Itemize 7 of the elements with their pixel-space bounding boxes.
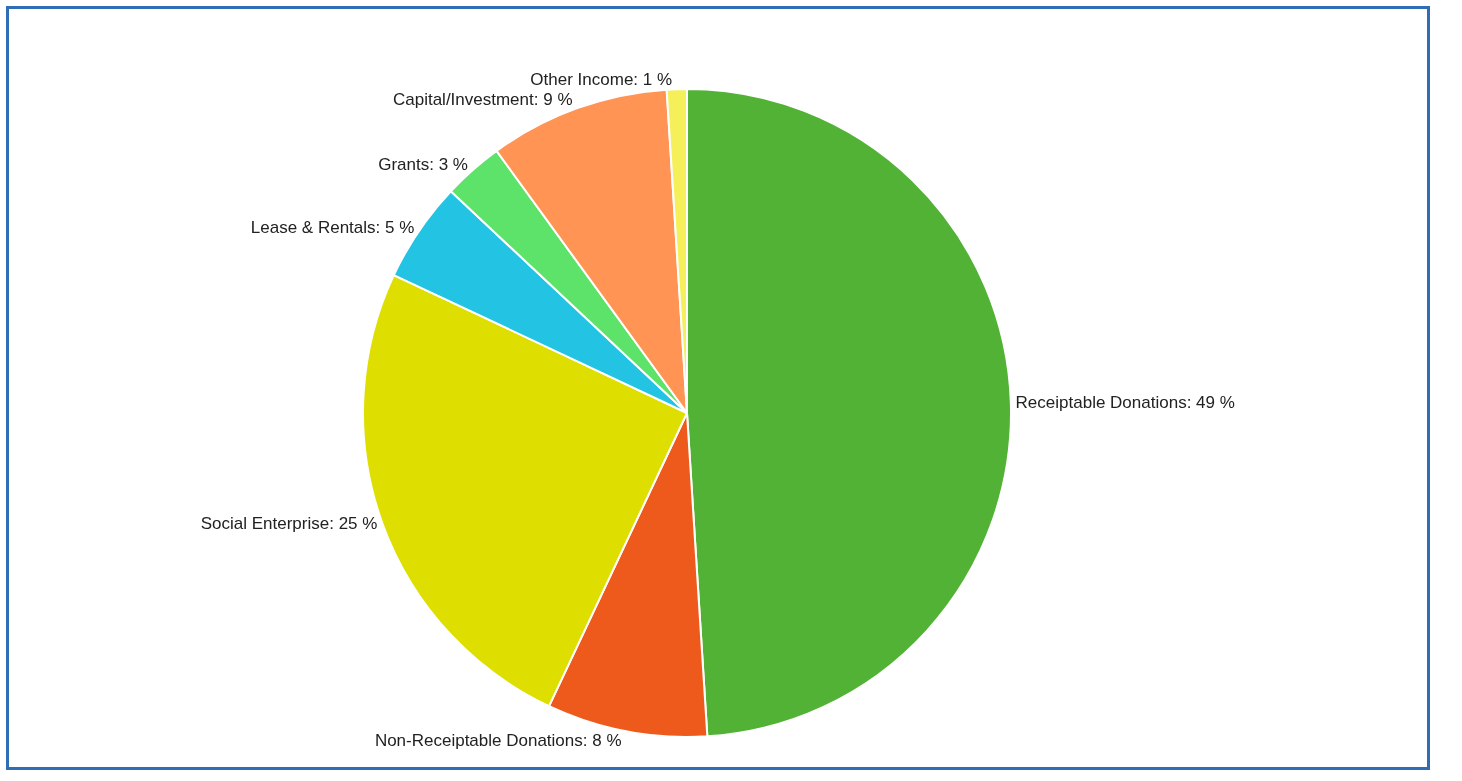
slice-label: Other Income: 1 %: [530, 70, 673, 90]
slice-label: Lease & Rentals: 5 %: [250, 218, 415, 238]
slice-label: Receiptable Donations: 49 %: [1015, 393, 1235, 413]
slice-label: Social Enterprise: 25 %: [200, 514, 378, 534]
slice-label: Capital/Investment: 9 %: [392, 90, 573, 110]
slice-label: Non-Receiptable Donations: 8 %: [374, 730, 622, 750]
slice-label: Grants: 3 %: [378, 155, 468, 175]
